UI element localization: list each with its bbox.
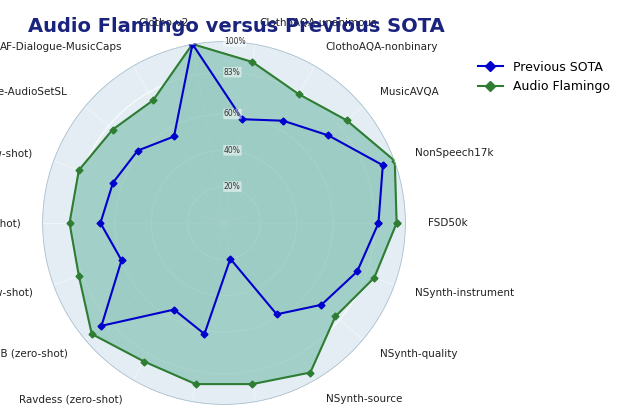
Text: AudioCaps (few-shot): AudioCaps (few-shot): [0, 287, 33, 298]
Text: Medley-solos-DB (zero-shot): Medley-solos-DB (zero-shot): [0, 349, 68, 359]
Text: NonSpeech17k: NonSpeech17k: [415, 148, 493, 159]
Polygon shape: [42, 41, 406, 405]
Text: US8K (few-shot): US8K (few-shot): [0, 218, 20, 228]
Text: MusicAVQA: MusicAVQA: [380, 87, 438, 97]
Text: 20%: 20%: [224, 182, 241, 191]
Text: Ravdess (zero-shot): Ravdess (zero-shot): [19, 394, 122, 404]
Polygon shape: [100, 44, 383, 334]
Text: FSD50k: FSD50k: [428, 218, 467, 228]
Text: ClothoAQA-nonbinary: ClothoAQA-nonbinary: [326, 42, 438, 52]
Text: NSynth-source: NSynth-source: [326, 394, 402, 404]
Text: Audio Flamingo versus Previous SOTA: Audio Flamingo versus Previous SOTA: [28, 17, 445, 36]
Text: ClothoAQA-unanimous: ClothoAQA-unanimous: [259, 18, 377, 28]
Text: 40%: 40%: [224, 146, 241, 155]
Text: 83%: 83%: [224, 68, 241, 77]
Text: 60%: 60%: [224, 109, 241, 119]
Polygon shape: [70, 44, 397, 384]
Text: GTZAN (few-shot): GTZAN (few-shot): [0, 148, 33, 159]
Text: NSynth-quality: NSynth-quality: [380, 349, 458, 359]
Text: AF-Dialogue-MusicCaps: AF-Dialogue-MusicCaps: [0, 42, 122, 52]
Legend: Previous SOTA, Audio Flamingo: Previous SOTA, Audio Flamingo: [472, 56, 614, 98]
Text: Clotho-v2: Clotho-v2: [138, 18, 189, 28]
Text: 100%: 100%: [224, 37, 246, 46]
Text: AF-Dialogue-AudioSetSL: AF-Dialogue-AudioSetSL: [0, 87, 68, 97]
Text: NSynth-instrument: NSynth-instrument: [415, 287, 515, 298]
